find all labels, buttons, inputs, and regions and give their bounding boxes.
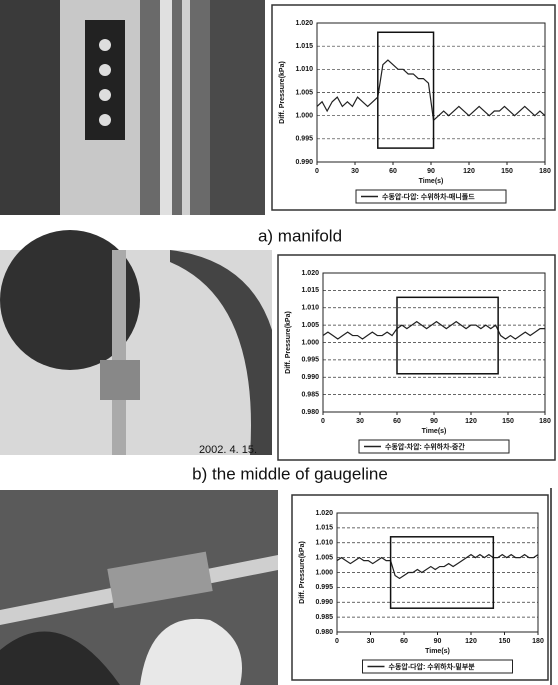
legend-label: 수동압-다압: 수위하차-밑부분 — [389, 662, 476, 671]
y-tick-label: 0.985 — [315, 614, 333, 621]
y-tick-label: 0.990 — [295, 159, 313, 166]
y-tick-label: 0.995 — [301, 357, 319, 364]
x-tick-label: 120 — [465, 638, 477, 645]
legend-label: 수동압-차압: 수위하차-중간 — [385, 442, 465, 451]
figure: 2002. 4. 15. a) manifold b) the middle o… — [0, 0, 558, 685]
x-tick-label: 180 — [539, 168, 551, 175]
y-tick-label: 1.005 — [301, 322, 319, 329]
y-tick-label: 1.020 — [295, 20, 313, 27]
y-tick-label: 0.990 — [301, 374, 319, 381]
photo-manifold — [0, 0, 265, 215]
photo-stamp: 2002. 4. 15. — [199, 444, 257, 456]
y-tick-label: 1.015 — [315, 525, 333, 532]
y-tick-label: 0.995 — [295, 136, 313, 143]
x-tick-label: 150 — [499, 638, 511, 645]
x-tick-label: 0 — [321, 418, 325, 425]
x-axis-label: Time(s) — [422, 428, 447, 435]
x-tick-label: 60 — [400, 638, 408, 645]
x-tick-label: 0 — [335, 638, 339, 645]
x-tick-label: 30 — [367, 638, 375, 645]
legend-label: 수동압-다압: 수위하차-매니폴드 — [382, 192, 475, 201]
chart: 0.980 0.985 0.990 0.995 1.000 1.005 1.010 1.015… — [278, 255, 555, 460]
y-tick-label: 1.020 — [315, 510, 333, 517]
photo-bottom — [0, 490, 278, 685]
caption: a) manifold — [258, 226, 342, 245]
y-tick-label: 1.010 — [315, 540, 333, 547]
y-axis-label: Diff. Pressure(kPa) — [279, 61, 286, 124]
x-axis-label: Time(s) — [419, 178, 444, 185]
y-tick-label: 1.005 — [295, 89, 313, 96]
chart: 0.980 0.985 0.990 0.995 1.000 1.005 1.010 1.015… — [292, 495, 548, 680]
y-tick-label: 1.010 — [301, 305, 319, 312]
y-tick-label: 0.980 — [301, 409, 319, 416]
y-tick-label: 1.015 — [301, 287, 319, 294]
chart-frame — [278, 255, 555, 460]
y-tick-label: 0.995 — [315, 584, 333, 591]
y-tick-label: 1.005 — [315, 554, 333, 561]
y-tick-label: 0.990 — [315, 599, 333, 606]
y-tick-label: 1.015 — [295, 43, 313, 50]
x-tick-label: 30 — [351, 168, 359, 175]
x-tick-label: 150 — [502, 418, 514, 425]
x-tick-label: 60 — [393, 418, 401, 425]
x-tick-label: 30 — [356, 418, 364, 425]
x-tick-label: 60 — [389, 168, 397, 175]
y-axis-label: Diff. Pressure(kPa) — [285, 311, 292, 374]
caption: b) the middle of gaugeline — [192, 464, 388, 483]
y-tick-label: 1.000 — [315, 569, 333, 576]
x-tick-label: 90 — [430, 418, 438, 425]
y-tick-label: 1.000 — [295, 113, 313, 120]
photo-gaugeline: 2002. 4. 15. — [0, 230, 272, 456]
y-tick-label: 0.980 — [315, 629, 333, 636]
x-tick-label: 120 — [465, 418, 477, 425]
x-tick-label: 180 — [539, 418, 551, 425]
x-tick-label: 0 — [315, 168, 319, 175]
y-axis-label: Diff. Pressure(kPa) — [299, 541, 306, 604]
chart: 0.990 0.995 1.000 1.005 1.010 1.015 1.020 0 30 60… — [272, 5, 555, 210]
chart-frame — [272, 5, 555, 210]
x-tick-label: 90 — [434, 638, 442, 645]
y-tick-label: 1.020 — [301, 270, 319, 277]
y-tick-label: 1.010 — [295, 66, 313, 73]
x-tick-label: 150 — [501, 168, 513, 175]
x-tick-label: 180 — [532, 638, 544, 645]
y-tick-label: 1.000 — [301, 339, 319, 346]
x-tick-label: 120 — [463, 168, 475, 175]
y-tick-label: 0.985 — [301, 391, 319, 398]
x-axis-label: Time(s) — [425, 648, 450, 655]
x-tick-label: 90 — [427, 168, 435, 175]
